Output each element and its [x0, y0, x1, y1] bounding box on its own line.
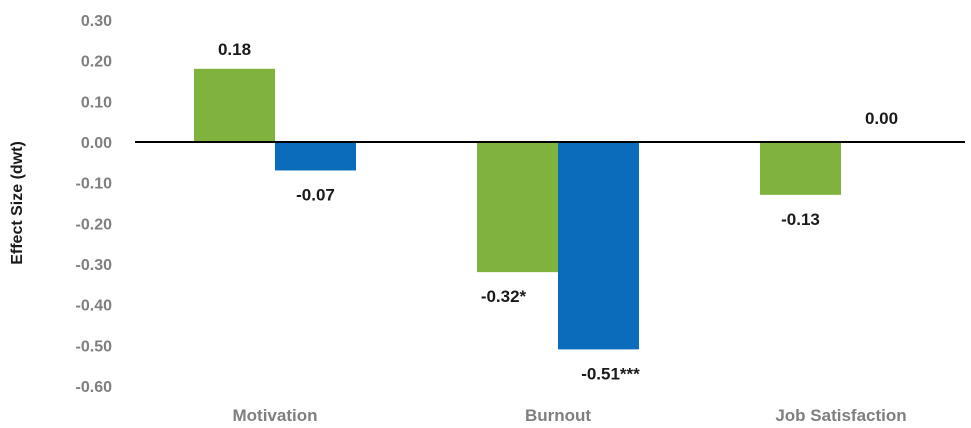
x-category-label: Burnout — [525, 406, 591, 425]
bar — [558, 142, 639, 350]
data-label: -0.07 — [296, 185, 335, 204]
data-label: 0.18 — [218, 40, 251, 59]
bar — [760, 142, 841, 195]
y-tick-label: -0.30 — [76, 257, 113, 274]
y-tick-label: 0.30 — [81, 13, 112, 30]
bar — [477, 142, 558, 273]
y-tick-label: -0.60 — [76, 379, 113, 396]
bar — [275, 142, 356, 171]
y-tick-label: 0.00 — [81, 135, 112, 152]
y-tick-label: -0.40 — [76, 298, 113, 315]
y-tick-label: -0.10 — [76, 176, 113, 193]
y-tick-label: 0.20 — [81, 54, 112, 71]
y-tick-label: -0.20 — [76, 216, 113, 233]
y-tick-label: 0.10 — [81, 94, 112, 111]
data-label: -0.13 — [781, 210, 820, 229]
data-label: 0.00 — [865, 109, 898, 128]
y-axis-title: Effect Size (dwt) — [9, 141, 26, 265]
x-category-label: Motivation — [233, 406, 318, 425]
data-label: -0.51*** — [581, 364, 640, 383]
y-tick-label: -0.50 — [76, 338, 113, 355]
bar — [194, 68, 275, 142]
data-label: -0.32* — [481, 287, 527, 306]
x-category-label: Job Satisfaction — [775, 406, 906, 425]
